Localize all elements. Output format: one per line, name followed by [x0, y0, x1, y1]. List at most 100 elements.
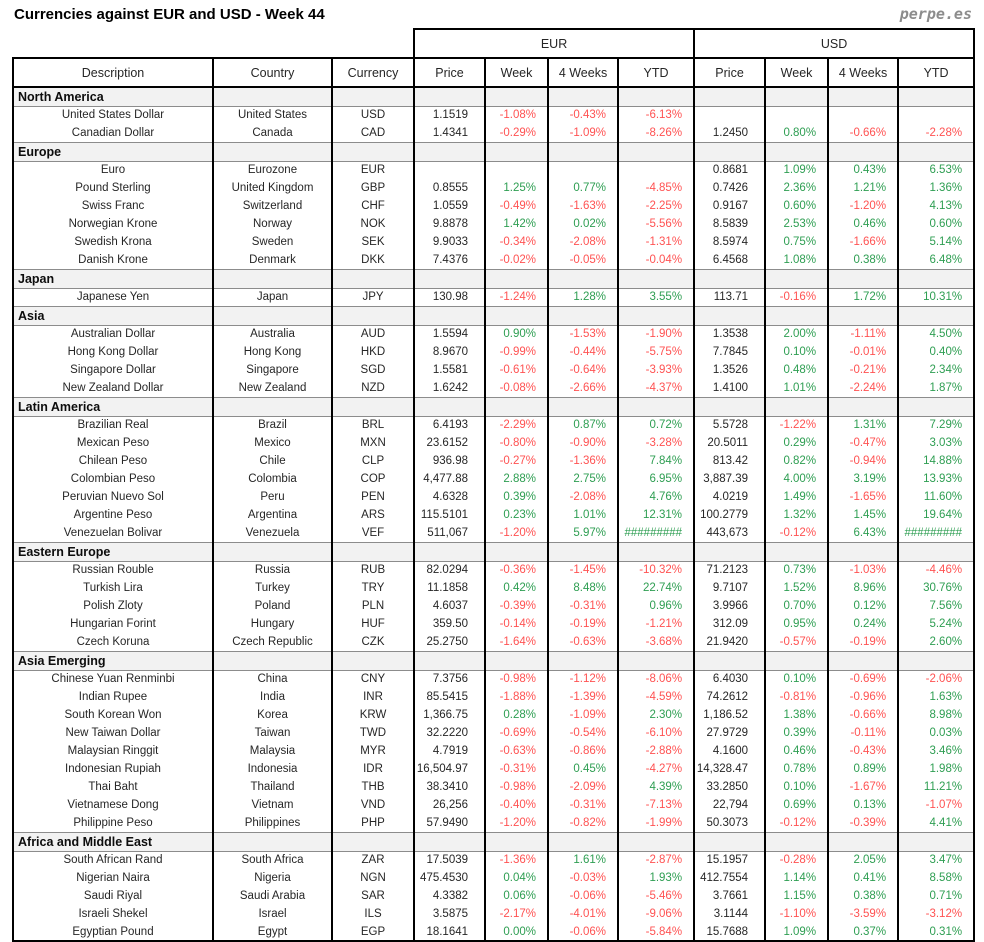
- cell-description: Argentine Peso: [12, 506, 214, 524]
- cell-eur-week: [484, 161, 550, 179]
- cell-eur-week: -0.39%: [484, 597, 550, 615]
- cell-country: Switzerland: [212, 197, 333, 215]
- cell-usd-ytd: 3.47%: [897, 851, 976, 869]
- cell-usd-week: 0.60%: [764, 197, 830, 215]
- table-row: Norwegian Krone Norway NOK 9.8878 1.42% 0.02%…: [12, 215, 976, 233]
- cell-currency: MXN: [330, 434, 416, 452]
- section-cell: [827, 305, 900, 326]
- cell-description: Indonesian Rupiah: [12, 760, 214, 778]
- section-cell: [330, 141, 416, 162]
- cell-description: South Korean Won: [12, 706, 214, 724]
- cell-usd-ytd: 13.93%: [897, 470, 976, 488]
- cell-usd-week: 2.53%: [764, 215, 830, 233]
- cell-eur-price: 511,067: [413, 524, 487, 542]
- cell-currency: BRL: [330, 416, 416, 434]
- cell-eur-price: 17.5039: [413, 851, 487, 869]
- cell-usd-4weeks: -0.11%: [827, 724, 900, 742]
- cell-eur-4weeks: -0.06%: [547, 887, 620, 905]
- section-row: Asia: [12, 305, 976, 326]
- cell-usd-4weeks: 1.72%: [827, 288, 900, 306]
- cell-usd-price: 100.2779: [693, 506, 767, 524]
- cell-usd-4weeks: -1.65%: [827, 488, 900, 506]
- table-row: Swedish Krona Sweden SEK 9.9033 -0.34% -2.08%…: [12, 233, 976, 251]
- cell-eur-price: 7.4376: [413, 251, 487, 269]
- section-cell: [484, 650, 550, 671]
- cell-eur-price: 23.6152: [413, 434, 487, 452]
- cell-currency: DKK: [330, 251, 416, 269]
- cell-eur-week: -0.36%: [484, 561, 550, 579]
- cell-eur-ytd: -5.84%: [617, 923, 696, 942]
- section-cell: [897, 541, 976, 562]
- section-cell: [547, 305, 620, 326]
- cell-usd-week: -0.28%: [764, 851, 830, 869]
- table-row: Brazilian Real Brazil BRL 6.4193 -2.29% 0.87%…: [12, 416, 976, 434]
- cell-description: Swedish Krona: [12, 233, 214, 251]
- table-row: Argentine Peso Argentina ARS 115.5101 0.23% 1…: [12, 506, 976, 524]
- cell-usd-ytd: -3.12%: [897, 905, 976, 923]
- section-cell: [897, 141, 976, 162]
- cell-eur-week: -2.17%: [484, 905, 550, 923]
- cell-usd-ytd: 0.31%: [897, 923, 976, 942]
- cell-usd-4weeks: 8.96%: [827, 579, 900, 597]
- cell-eur-price: 8.9670: [413, 343, 487, 361]
- cell-usd-price: 443,673: [693, 524, 767, 542]
- cell-eur-4weeks: [547, 161, 620, 179]
- cell-usd-week: 0.69%: [764, 796, 830, 814]
- cell-currency: CHF: [330, 197, 416, 215]
- cell-description: South African Rand: [12, 851, 214, 869]
- cell-usd-price: 113.71: [693, 288, 767, 306]
- cell-description: Hong Kong Dollar: [12, 343, 214, 361]
- cell-usd-price: 1.2450: [693, 124, 767, 142]
- cell-usd-ytd: 1.36%: [897, 179, 976, 197]
- cell-currency: KRW: [330, 706, 416, 724]
- cell-usd-price: 27.9729: [693, 724, 767, 742]
- cell-country: Japan: [212, 288, 333, 306]
- cell-eur-ytd: -7.13%: [617, 796, 696, 814]
- cell-usd-4weeks: 3.19%: [827, 470, 900, 488]
- cell-eur-4weeks: 0.02%: [547, 215, 620, 233]
- section-cell: [764, 305, 830, 326]
- cell-eur-ytd: 4.39%: [617, 778, 696, 796]
- cell-eur-week: 0.42%: [484, 579, 550, 597]
- cell-usd-ytd: 1.63%: [897, 688, 976, 706]
- cell-eur-week: 0.28%: [484, 706, 550, 724]
- section-cell: [617, 305, 696, 326]
- cell-eur-week: 1.42%: [484, 215, 550, 233]
- cell-usd-week: 1.49%: [764, 488, 830, 506]
- cell-usd-week: 0.10%: [764, 778, 830, 796]
- cell-eur-week: -1.88%: [484, 688, 550, 706]
- cell-eur-ytd: -4.37%: [617, 379, 696, 397]
- cell-eur-week: -1.36%: [484, 851, 550, 869]
- cell-description: Pound Sterling: [12, 179, 214, 197]
- section-cell: [484, 268, 550, 289]
- cell-currency: USD: [330, 106, 416, 124]
- cell-eur-price: 38.3410: [413, 778, 487, 796]
- cell-currency: VND: [330, 796, 416, 814]
- cell-usd-ytd: 0.03%: [897, 724, 976, 742]
- cell-eur-4weeks: 2.75%: [547, 470, 620, 488]
- cell-usd-week: 0.29%: [764, 434, 830, 452]
- cell-usd-week: 1.09%: [764, 161, 830, 179]
- cell-eur-ytd: -3.68%: [617, 633, 696, 651]
- cell-eur-ytd: -4.85%: [617, 179, 696, 197]
- cell-description: Japanese Yen: [12, 288, 214, 306]
- cell-eur-4weeks: -1.12%: [547, 670, 620, 688]
- cell-eur-4weeks: 8.48%: [547, 579, 620, 597]
- cell-description: Hungarian Forint: [12, 615, 214, 633]
- section-row: Latin America: [12, 396, 976, 417]
- cell-country: Malaysia: [212, 742, 333, 760]
- cell-usd-4weeks: -0.39%: [827, 814, 900, 832]
- column-header-usd-week: Week: [764, 57, 830, 88]
- cell-currency: PEN: [330, 488, 416, 506]
- cell-eur-4weeks: -0.44%: [547, 343, 620, 361]
- section-cell: [212, 396, 333, 417]
- cell-eur-4weeks: -0.90%: [547, 434, 620, 452]
- cell-eur-price: 3.5875: [413, 905, 487, 923]
- cell-usd-ytd: 14.88%: [897, 452, 976, 470]
- cell-description: Mexican Peso: [12, 434, 214, 452]
- section-cell: [484, 141, 550, 162]
- cell-usd-week: 0.73%: [764, 561, 830, 579]
- cell-usd-price: 20.5011: [693, 434, 767, 452]
- cell-usd-4weeks: 0.37%: [827, 923, 900, 942]
- section-cell: [897, 396, 976, 417]
